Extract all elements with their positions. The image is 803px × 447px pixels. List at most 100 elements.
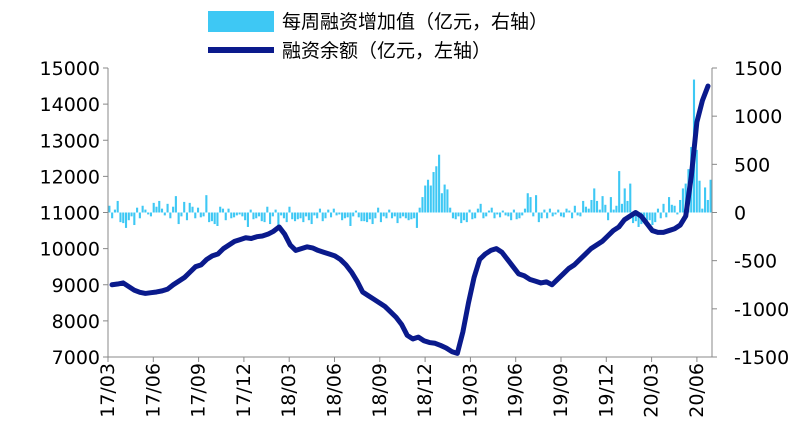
bar-weekly-increase bbox=[510, 212, 513, 221]
bar-weekly-increase bbox=[571, 212, 574, 219]
x-axis-tick-label: 19/09 bbox=[550, 363, 572, 418]
bar-weekly-increase bbox=[629, 183, 632, 213]
left-axis-tick-label: 15000 bbox=[40, 58, 100, 80]
bar-weekly-increase bbox=[620, 203, 624, 213]
bar-weekly-increase bbox=[183, 201, 186, 213]
bar-weekly-increase bbox=[208, 212, 211, 223]
right-axis-tick-label: -1000 bbox=[734, 299, 789, 321]
bar-weekly-increase bbox=[202, 212, 205, 217]
bar-weekly-increase bbox=[476, 208, 479, 213]
bar-weekly-increase bbox=[396, 212, 399, 224]
bar-weekly-increase bbox=[321, 212, 324, 222]
bar-weekly-increase bbox=[449, 207, 452, 213]
bar-weekly-increase bbox=[643, 212, 646, 217]
bar-weekly-increase bbox=[271, 212, 274, 217]
bar-weekly-increase bbox=[590, 199, 593, 213]
bar-weekly-increase bbox=[582, 200, 585, 213]
bar-weekly-increase bbox=[138, 212, 141, 219]
bar-weekly-increase bbox=[565, 208, 568, 213]
bar-weekly-increase bbox=[559, 212, 563, 217]
bar-weekly-increase bbox=[421, 197, 424, 213]
legend-line-label: 融资余额（亿元，左轴） bbox=[282, 40, 491, 62]
bar-weekly-increase bbox=[302, 212, 305, 223]
bar-weekly-increase bbox=[521, 212, 524, 216]
line-financing-balance bbox=[109, 83, 711, 356]
bar-weekly-increase bbox=[609, 197, 612, 213]
bar-weekly-increase bbox=[704, 187, 707, 213]
bar-weekly-increase bbox=[487, 210, 491, 213]
bar-weekly-increase bbox=[194, 212, 197, 219]
bar-weekly-increase bbox=[576, 212, 579, 216]
bar-weekly-increase bbox=[535, 195, 538, 213]
bar-weekly-increase bbox=[221, 208, 225, 213]
x-axis-tick-label: 19/12 bbox=[595, 363, 617, 418]
bar-weekly-increase bbox=[277, 212, 280, 226]
bar-weekly-increase bbox=[257, 212, 261, 217]
bar-weekly-increase bbox=[382, 212, 385, 217]
bar-weekly-increase bbox=[501, 210, 504, 213]
bar-weekly-increase bbox=[313, 212, 316, 216]
bar-weekly-increase bbox=[147, 212, 150, 215]
bar-weekly-increase bbox=[512, 209, 515, 213]
bar-weekly-increase bbox=[568, 210, 571, 213]
bar-weekly-increase bbox=[174, 196, 177, 213]
bar-weekly-increase bbox=[618, 171, 621, 213]
bar-weekly-increase bbox=[305, 212, 308, 217]
bar-weekly-increase bbox=[474, 212, 477, 219]
bar-weekly-increase bbox=[626, 200, 629, 213]
legend: 每周融资增加值（亿元，右轴） 融资余额（亿元，左轴） bbox=[208, 11, 548, 62]
bar-weekly-increase bbox=[548, 208, 551, 213]
bar-weekly-increase bbox=[136, 207, 139, 213]
bar-weekly-increase bbox=[415, 212, 418, 228]
left-axis-tick-label: 13000 bbox=[40, 130, 100, 152]
bar-weekly-increase bbox=[282, 212, 285, 219]
bar-weekly-increase bbox=[263, 212, 266, 223]
bar-weekly-increase bbox=[656, 208, 660, 213]
bar-weekly-increase bbox=[191, 206, 194, 213]
left-axis-tick-label: 10000 bbox=[40, 239, 100, 261]
bar-weekly-increase bbox=[213, 212, 216, 225]
bar-weekly-increase bbox=[543, 209, 546, 213]
bar-weekly-increase bbox=[546, 212, 549, 219]
bar-weekly-increase bbox=[413, 212, 416, 219]
bar-weekly-increase bbox=[210, 212, 213, 222]
bar-weekly-increase bbox=[255, 212, 258, 219]
bar-weekly-increase bbox=[426, 179, 430, 213]
bar-weekly-increase bbox=[335, 212, 338, 216]
bar-weekly-increase bbox=[149, 212, 152, 217]
bar-weekly-increase bbox=[366, 212, 369, 223]
left-axis-tick-label: 8000 bbox=[52, 311, 100, 333]
line-layer bbox=[109, 83, 711, 356]
bar-weekly-increase bbox=[665, 212, 668, 218]
bar-weekly-increase bbox=[451, 212, 454, 219]
bar-weekly-increase bbox=[393, 212, 396, 217]
x-axis-tick-label: 18/03 bbox=[278, 363, 300, 418]
bar-weekly-increase bbox=[432, 172, 435, 213]
bar-weekly-increase bbox=[587, 208, 590, 213]
bar-weekly-increase bbox=[199, 212, 202, 218]
bar-weekly-increase bbox=[299, 212, 302, 219]
bar-weekly-increase bbox=[554, 212, 557, 215]
bar-weekly-increase bbox=[172, 206, 175, 213]
bar-weekly-increase bbox=[371, 212, 374, 225]
bar-weekly-increase bbox=[266, 206, 269, 213]
bar-weekly-increase bbox=[515, 212, 518, 220]
bar-weekly-increase bbox=[249, 209, 252, 213]
bar-weekly-increase bbox=[124, 212, 128, 228]
bar-weekly-increase bbox=[654, 212, 657, 223]
bar-weekly-increase bbox=[659, 212, 662, 219]
bar-weekly-increase bbox=[158, 200, 161, 213]
bar-weekly-increase bbox=[385, 212, 388, 219]
bar-weekly-increase bbox=[662, 203, 665, 213]
bar-weekly-increase bbox=[551, 212, 554, 217]
bar-weekly-increase bbox=[601, 196, 604, 213]
left-axis-tick-label: 7000 bbox=[52, 347, 100, 369]
bar-weekly-increase bbox=[523, 208, 527, 213]
bar-weekly-increase bbox=[185, 212, 189, 221]
bar-weekly-increase bbox=[440, 193, 443, 213]
bar-weekly-increase bbox=[673, 205, 676, 213]
x-axis-tick-label: 20/03 bbox=[641, 363, 663, 418]
bar-weekly-increase bbox=[274, 209, 277, 213]
